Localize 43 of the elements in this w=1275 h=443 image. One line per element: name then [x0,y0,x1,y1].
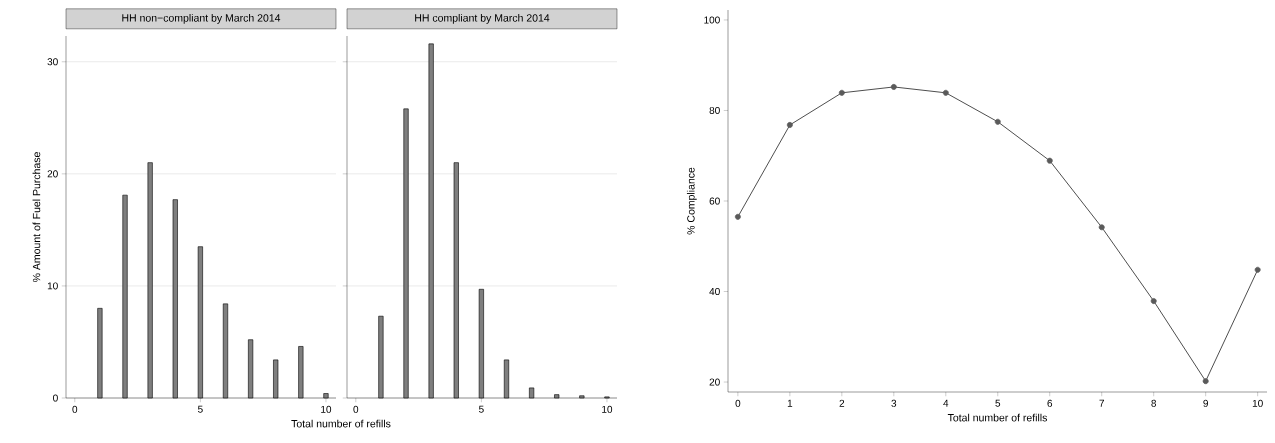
y-tick-label: 10 [47,282,58,290]
x-tick-label: 8 [1151,399,1157,407]
point [1150,298,1157,304]
x-tick-label: 5 [479,405,484,413]
point [890,83,897,90]
y-tick-label: 40 [709,287,720,296]
y-tick-label: 80 [709,106,720,115]
point [838,89,845,96]
y-axis-title: % Compliance [686,167,697,235]
chart-title: HH non−compliant by March 2014 [122,13,281,24]
y-tick-label: 20 [709,378,720,386]
point [942,89,949,96]
x-tick-label: 6 [1047,399,1053,407]
x-tick-label: 2 [839,399,845,407]
point [1046,157,1053,164]
point [994,118,1001,125]
x-tick-label: 9 [1203,399,1208,407]
y-tick-label: 30 [47,58,58,66]
x-tick-label: 5 [995,399,1001,407]
y-tick-label: 20 [47,170,58,178]
x-tick-label: 10 [1252,399,1263,407]
x-axis-title: Total number of refills [947,413,1048,422]
x-tick-label: 3 [891,399,897,407]
chart-title: HH compliant by March 2014 [415,13,550,24]
x-tick-label: 10 [321,405,332,413]
x-tick-label: 7 [1099,399,1105,407]
x-tick-label: 1 [787,399,793,407]
point [734,213,741,220]
point [1254,266,1261,273]
x-tick-label: 0 [735,399,741,407]
y-tick-label: 0 [53,394,58,402]
point [1202,378,1209,385]
x-tick-label: 0 [353,405,359,413]
y-axis-title: % Amount of Fuel Purchase [32,152,41,282]
x-tick-label: 0 [72,405,78,413]
x-axis-title: Total number of refills [291,419,391,428]
y-tick-label: 100 [704,16,720,24]
point [786,122,793,128]
x-tick-label: 4 [943,399,949,407]
point [1098,224,1105,231]
x-tick-label: 5 [198,405,203,413]
y-tick-label: 60 [709,197,720,205]
x-tick-label: 10 [602,405,613,413]
